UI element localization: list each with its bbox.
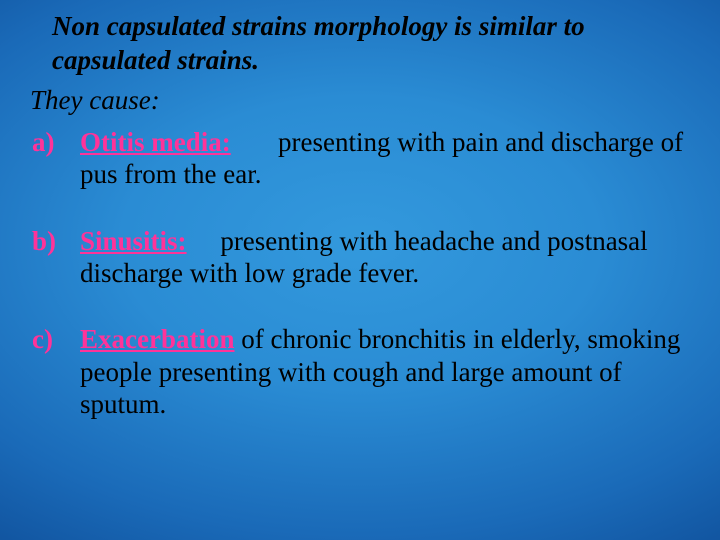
item-marker: b) bbox=[30, 225, 80, 257]
slide-heading: Non capsulated strains morphology is sim… bbox=[52, 10, 690, 78]
item-term: Sinusitis: bbox=[80, 226, 187, 256]
list-item: a) Otitis media: presenting with pain an… bbox=[30, 126, 690, 191]
list-item: b) Sinusitis: presenting with headache a… bbox=[30, 225, 690, 290]
item-content: Otitis media: presenting with pain and d… bbox=[80, 126, 690, 191]
item-marker: a) bbox=[30, 126, 80, 158]
item-term: Otitis media: bbox=[80, 127, 231, 157]
item-marker: c) bbox=[30, 323, 80, 355]
slide-subheading: They cause: bbox=[30, 84, 690, 116]
item-gap bbox=[231, 127, 278, 157]
item-content: Sinusitis: presenting with headache and … bbox=[80, 225, 690, 290]
list-item: c) Exacerbation of chronic bronchitis in… bbox=[30, 323, 690, 420]
item-term: Exacerbation bbox=[80, 324, 235, 354]
item-gap bbox=[187, 226, 221, 256]
item-content: Exacerbation of chronic bronchitis in el… bbox=[80, 323, 690, 420]
